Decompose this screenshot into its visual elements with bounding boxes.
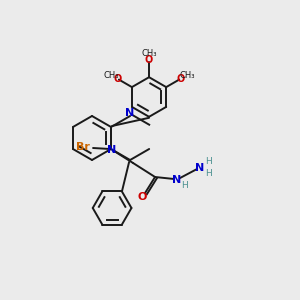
Text: O: O [177,74,185,84]
Text: CH₃: CH₃ [103,70,119,80]
Text: O: O [113,74,121,84]
Text: N: N [195,163,205,173]
Text: Br: Br [76,142,90,152]
Text: O: O [145,55,153,65]
Text: H: H [205,158,212,166]
Text: H: H [205,169,212,178]
Text: CH₃: CH₃ [141,49,157,58]
Text: N: N [125,109,135,118]
Text: O: O [137,192,147,202]
Text: CH₃: CH₃ [179,70,195,80]
Text: N: N [107,145,117,155]
Text: H: H [181,182,188,190]
Text: N: N [172,175,182,185]
